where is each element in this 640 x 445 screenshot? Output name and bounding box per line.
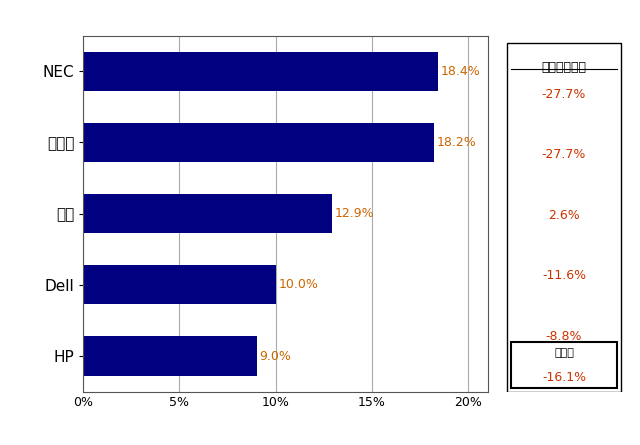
Text: 市場計: 市場計 — [554, 348, 574, 358]
Text: -27.7%: -27.7% — [542, 148, 586, 162]
Text: 10.0%: 10.0% — [278, 278, 319, 291]
Bar — [83, 194, 332, 233]
FancyBboxPatch shape — [507, 43, 621, 392]
FancyBboxPatch shape — [511, 342, 617, 388]
Text: -8.8%: -8.8% — [546, 330, 582, 343]
Text: -27.7%: -27.7% — [542, 88, 586, 101]
Bar — [83, 265, 276, 304]
Bar — [83, 336, 257, 376]
Text: 2.6%: 2.6% — [548, 209, 580, 222]
Text: 9.0%: 9.0% — [259, 349, 291, 363]
Text: 18.4%: 18.4% — [440, 65, 480, 78]
Text: 12.9%: 12.9% — [335, 207, 374, 220]
Text: 対前年成長率: 対前年成長率 — [541, 61, 586, 73]
Bar — [83, 52, 438, 91]
Text: -11.6%: -11.6% — [542, 269, 586, 283]
Text: 18.2%: 18.2% — [436, 136, 476, 149]
Bar — [83, 123, 434, 162]
Text: -16.1%: -16.1% — [542, 371, 586, 384]
